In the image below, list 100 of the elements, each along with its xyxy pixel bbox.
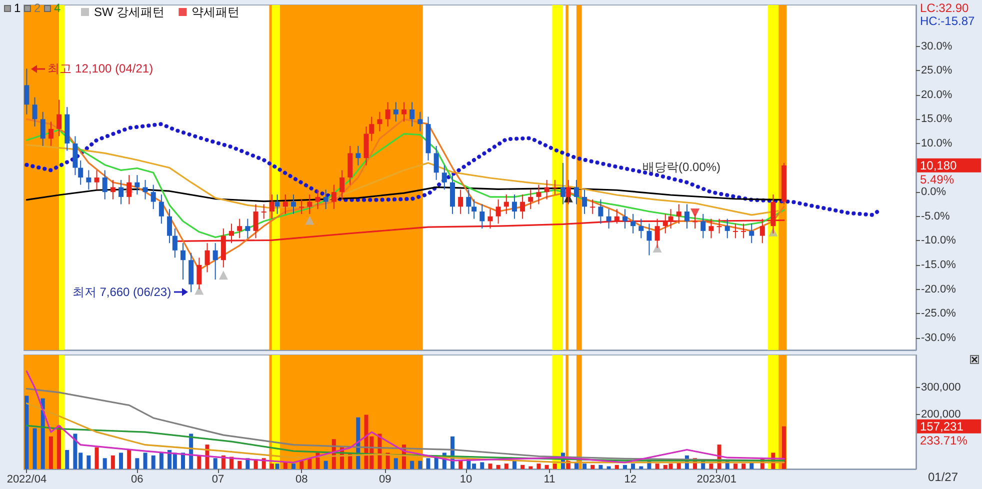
bar: [512, 460, 516, 469]
bar: [590, 464, 595, 469]
x-tick-label: 09: [378, 474, 392, 486]
bar: [143, 452, 148, 469]
x-tick-label: 2023/01: [696, 474, 736, 486]
x-tick-label: 11: [544, 474, 556, 486]
bar: [552, 464, 557, 469]
y-tick-label: -30.0%: [921, 332, 956, 344]
candlestick: [158, 194, 164, 224]
candlestick: [496, 198, 501, 224]
bar: [197, 455, 202, 469]
bar: [782, 426, 786, 469]
candlestick: [566, 179, 571, 205]
candlestick: [401, 102, 406, 122]
x-tick-label: 08: [295, 474, 308, 486]
candlestick: [536, 184, 542, 205]
y-tick-label: -10.0%: [921, 234, 956, 247]
candlestick: [212, 242, 218, 280]
bar: [544, 464, 549, 469]
candlestick: [472, 198, 477, 220]
candlestick: [331, 184, 336, 210]
bar: [32, 428, 37, 469]
bar: [536, 464, 541, 469]
candlestick: [552, 179, 558, 196]
candlestick: [724, 218, 730, 239]
candlestick: [622, 208, 628, 230]
candlestick: [560, 162, 566, 205]
bar: [110, 455, 115, 469]
text: 157,231: [920, 419, 964, 434]
text: 10,180: [920, 158, 958, 172]
candlestick: [393, 102, 398, 122]
annotation: 4: [54, 1, 61, 15]
candlestick: [442, 164, 447, 190]
bar: [48, 436, 53, 469]
candlestick: [32, 96, 38, 127]
candlestick: [732, 223, 738, 239]
y-tick-label: 200,000: [921, 408, 961, 421]
bar: [709, 464, 714, 469]
y-tick-label: -15.0%: [921, 258, 956, 271]
text: 5.49%: [920, 172, 954, 186]
bar: [733, 464, 738, 469]
point: [652, 243, 662, 252]
candlestick: [172, 228, 178, 258]
candlestick: [196, 257, 202, 290]
bar: [270, 464, 274, 469]
bar: [275, 464, 280, 469]
candlestick: [261, 204, 266, 220]
bar: [283, 462, 288, 469]
bar: [480, 462, 484, 469]
point: [690, 208, 700, 218]
y-tick-label: 25.0%: [921, 64, 952, 77]
candlestick: [684, 204, 690, 230]
bar: [291, 464, 296, 469]
y-tick-label: 0.0%: [921, 186, 946, 198]
bar: [180, 452, 185, 469]
bar: [135, 458, 140, 469]
candlestick: [377, 111, 382, 132]
bar: [159, 452, 164, 469]
y-tick-label: 30.0%: [921, 40, 952, 52]
candlestick: [86, 170, 92, 190]
annotation: 배당락(0.00%): [642, 160, 721, 174]
bar: [520, 464, 525, 469]
candlestick: [339, 170, 344, 200]
bar: [86, 455, 91, 469]
legend-label: SW 강세패턴: [94, 5, 165, 19]
bar: [598, 464, 603, 469]
x-tick-label: 10: [460, 474, 472, 486]
candlestick: [356, 145, 361, 166]
candlestick: [528, 189, 534, 210]
candlestick: [574, 179, 579, 205]
bar: [151, 455, 156, 469]
candlestick: [504, 194, 509, 214]
candlestick: [520, 194, 526, 220]
bar: [614, 464, 619, 469]
bar: [496, 464, 500, 469]
bar: [458, 460, 463, 469]
bar: [528, 466, 533, 469]
text: HC:-15.87: [920, 14, 976, 28]
point: [218, 270, 228, 280]
y-tick-label: 15.0%: [921, 113, 952, 126]
candlestick: [78, 160, 84, 186]
candlestick: [134, 174, 140, 196]
bar: [94, 447, 99, 469]
candlestick: [323, 189, 328, 210]
bar: [127, 450, 132, 469]
bar: [238, 460, 242, 469]
y-tick-label: 20.0%: [921, 88, 952, 101]
bar: [606, 466, 611, 469]
annotation: 2: [34, 1, 41, 15]
legend-label: 약세패턴: [192, 5, 240, 19]
text: LC:32.90: [920, 1, 970, 15]
candlestick: [282, 194, 288, 214]
candlestick: [466, 189, 472, 214]
line-series: [26, 424, 785, 462]
y-tick-label: -25.0%: [921, 308, 956, 320]
candlestick: [741, 223, 746, 239]
text: 01/27: [928, 470, 958, 484]
line-series: [26, 144, 785, 216]
bar: [102, 458, 107, 469]
candlestick: [434, 145, 439, 180]
